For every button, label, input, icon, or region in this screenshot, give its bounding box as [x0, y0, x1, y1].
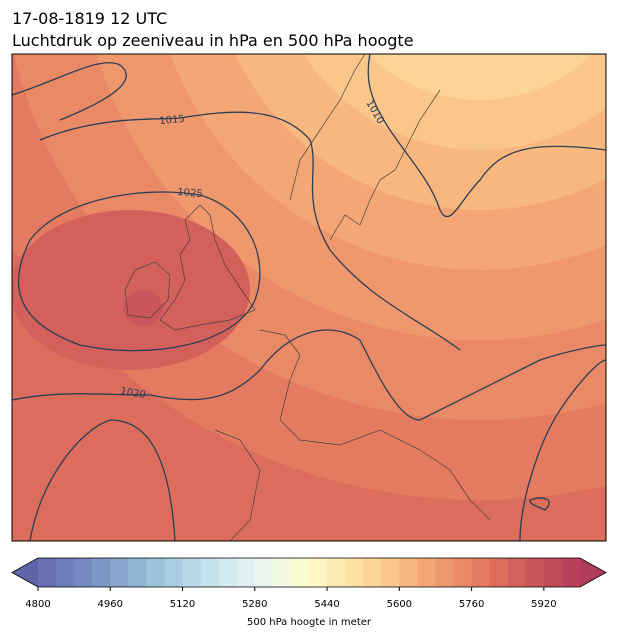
- colorbar-swatch: [236, 558, 256, 587]
- colorbar-swatch: [381, 558, 400, 587]
- colorbar-swatch: [489, 558, 509, 587]
- colorbar-swatch: [290, 558, 310, 587]
- colorbar-under: [12, 558, 38, 587]
- isobar-label: 1015: [159, 114, 185, 127]
- colorbar-tick-label: 4960: [98, 599, 123, 610]
- colorbar-swatch: [345, 558, 364, 587]
- colorbar-tick-label: 5920: [531, 599, 556, 610]
- colorbar-label: 500 hPa hoogte in meter: [247, 617, 372, 628]
- colorbar-swatch: [309, 558, 328, 587]
- colorbar-swatch: [38, 558, 57, 587]
- colorbar-tick-label: 5120: [170, 599, 195, 610]
- colorbar-swatch: [146, 558, 165, 587]
- colorbar-outline: [11, 557, 607, 588]
- colorbar-swatch: [56, 558, 75, 587]
- colorbar-swatch: [399, 558, 418, 587]
- colorbar-swatch: [218, 558, 238, 587]
- colorbar-tick-label: 4800: [25, 599, 50, 610]
- colorbar-swatch: [435, 558, 455, 587]
- colorbar-swatch: [128, 558, 147, 587]
- colorbar-swatch: [471, 558, 491, 587]
- colorbar-swatch: [74, 558, 93, 587]
- colorbar-swatch: [417, 558, 436, 587]
- colorbar-tick-label: 5440: [314, 599, 339, 610]
- colorbar-swatch: [182, 558, 202, 587]
- colorbar-swatch: [525, 558, 545, 587]
- map-frame: [11, 53, 607, 542]
- colorbar-tick-label: 5600: [387, 599, 412, 610]
- isobar-label: 1025: [177, 187, 203, 200]
- colorbar-tick-label: 5280: [242, 599, 267, 610]
- isobar-label: 1020: [119, 386, 146, 401]
- colorbar-swatch: [453, 558, 473, 587]
- colorbar-swatch: [507, 558, 527, 587]
- colorbar-swatch: [164, 558, 184, 587]
- colorbar-over: [580, 558, 606, 587]
- colorbar-swatch: [561, 558, 581, 587]
- colorbar-swatch: [327, 558, 346, 587]
- colorbar-swatch: [254, 558, 274, 587]
- colorbar-tick-label: 5760: [459, 599, 484, 610]
- colorbar-swatch: [110, 558, 129, 587]
- colorbar-swatch: [543, 558, 563, 587]
- title-main: Luchtdruk op zeeniveau in hPa en 500 hPa…: [12, 31, 414, 50]
- colorbar-swatch: [200, 558, 220, 587]
- colorbar-swatch: [363, 558, 382, 587]
- map: 1015 1025 1010 1020: [12, 54, 606, 541]
- colorbar: 4800 4960 5120 5280 5440 5600 5760 5920: [11, 557, 607, 610]
- title-date: 17-08-1819 12 UTC: [12, 9, 167, 28]
- colorbar-swatch: [272, 558, 292, 587]
- colorbar-swatch: [92, 558, 111, 587]
